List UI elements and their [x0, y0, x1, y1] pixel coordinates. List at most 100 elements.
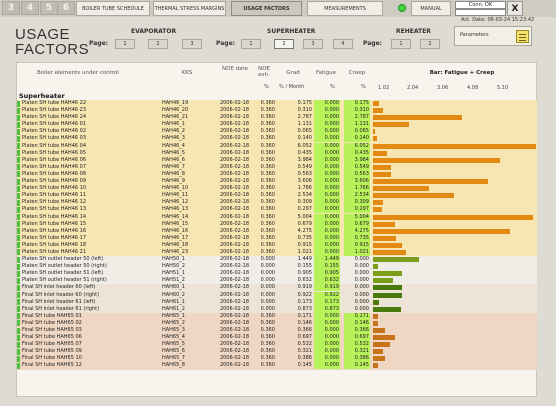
table-row[interactable]: Final SH tube HAH65 03 HAH65_3 2006-02-18 0… — [17, 327, 537, 335]
tab-5[interactable]: 5 — [40, 1, 58, 15]
table-row[interactable]: Platen SH tube HAH46 10 HAH46_10 2006-02-1… — [17, 185, 537, 193]
row-status-marker — [17, 327, 20, 334]
superheater-page-3-button[interactable]: 3 — [303, 39, 323, 49]
creep-value: 0.679 — [344, 220, 370, 228]
tab-4[interactable]: 4 — [21, 1, 39, 15]
table-row[interactable]: Final SH tube HAH65 06 HAH65_4 2006-02-18 0… — [17, 334, 537, 342]
kks-code: HAH46_14 — [162, 213, 189, 220]
table-row[interactable]: Platen SH tube HAH46 01 HAH46_1 2006-02-18… — [17, 121, 537, 129]
fatigue-creep-bar — [373, 186, 430, 192]
table-row[interactable]: Platen SH tube HAH46 22 HAH46_19 2006-02-1… — [17, 100, 537, 108]
table-row[interactable]: Final SH tube HAH65 10 HAH65_7 2006-02-18 0… — [17, 355, 537, 363]
evaporator-page-1-button[interactable]: 1 — [115, 39, 135, 49]
kks-code: HAH46_16 — [162, 227, 189, 234]
creep-value: 5.004 — [344, 213, 370, 221]
element-name: Final SH tube HAH65 09 — [22, 348, 82, 355]
table-row[interactable]: Final SH tube HAH65 07 HAH65_5 2006-02-18 0… — [17, 341, 537, 349]
nde-date: 2006-02-18 — [219, 185, 249, 192]
evaporator-page-3-button[interactable]: 3 — [182, 39, 202, 49]
table-row[interactable]: Platen SH tube HAH46 14 HAH46_14 2006-02-1… — [17, 213, 537, 221]
table-row[interactable]: Final SH tube HAH65 09 HAH65_6 2006-02-18 0… — [17, 348, 537, 356]
table-row[interactable]: Platen SH outlet header 50 (right) HAH50_… — [17, 263, 537, 271]
reheater-page-1-button[interactable]: 1 — [391, 39, 411, 49]
tab-usage-factors[interactable]: USAGE FACTORS — [231, 1, 302, 16]
table-row[interactable]: Final SH tube HAH65 01 HAH65_1 2006-02-18 0… — [17, 312, 537, 320]
tab-manual[interactable]: MANUAL — [411, 1, 451, 16]
top-toolbar: 3 4 5 6 BOILER TUBE SCHEDULE THERMAL STR… — [0, 0, 556, 17]
table-row[interactable]: Platen SH outlet header 51 (right) HAH51_… — [17, 277, 537, 285]
creep-value: 2.534 — [344, 192, 370, 200]
grad-value: 0.171 — [297, 312, 312, 319]
close-button[interactable]: X — [507, 1, 523, 16]
row-status-marker — [17, 334, 20, 341]
table-row[interactable]: Final SH inlet header 61 (left) HAH61_1 20… — [17, 298, 537, 306]
table-row[interactable]: Final SH tube HAH65 02 HAH65_2 2006-02-18 0… — [17, 319, 537, 327]
reheater-page-2-button[interactable]: 2 — [420, 39, 440, 49]
nde-date: 2006-02-18 — [219, 163, 249, 170]
table-row[interactable]: Final SH inlet header 60 (right) HAH60_2 2… — [17, 291, 537, 299]
table-row[interactable]: Platen SH tube HAH46 07 HAH46_7 2006-02-18… — [17, 163, 537, 171]
parameters-button[interactable]: Parameters — [454, 26, 532, 46]
fatigue-creep-bar — [373, 101, 379, 106]
fatigue-value: 0.000 — [314, 121, 340, 129]
nde-date: 2006-02-18 — [219, 128, 249, 135]
parameters-icon — [516, 30, 529, 43]
table-row[interactable]: Platen SH tube HAH46 18 HAH46_18 2006-02-1… — [17, 241, 537, 249]
table-row[interactable]: Platen SH tube HAH46 16 HAH46_16 2006-02-1… — [17, 227, 537, 235]
tab-6[interactable]: 6 — [57, 1, 75, 15]
table-row[interactable]: Platen SH tube HAH46 04 HAH46_4 2006-02-18… — [17, 142, 537, 150]
element-name: Platen SH outlet header 50 (left) — [22, 256, 104, 263]
grad-value: 0.873 — [297, 305, 312, 312]
kks-code: HAH46_19 — [162, 100, 189, 106]
fatigue-value: 0.173 — [314, 298, 340, 306]
table-row[interactable]: Platen SH tube HAH46 17 HAH46_17 2006-02-1… — [17, 234, 537, 242]
table-row[interactable]: Platen SH tube HAH46 15 HAH46_15 2006-02-1… — [17, 220, 537, 228]
table-row[interactable]: Final SH tube HAH65 12 HAH65_8 2006-02-18 0… — [17, 362, 537, 370]
element-name: Platen SH tube HAH46 05 — [22, 149, 87, 156]
table-row[interactable]: Platen SH tube HAH46 21 HAH46_23 2006-02-1… — [17, 248, 537, 257]
row-status-marker — [17, 128, 20, 135]
table-row[interactable]: Platen SH tube HAH46 03 HAH46_3 2006-02-18… — [17, 135, 537, 143]
table-row[interactable]: Platen SH tube HAH46 09 HAH46_9 2006-02-18… — [17, 178, 537, 186]
grad-value: 0.145 — [297, 362, 312, 369]
superheater-page-4-button[interactable]: 4 — [333, 39, 353, 49]
creep-value: 1.131 — [344, 121, 370, 129]
table-row[interactable]: Platen SH tube HAH46 05 HAH46_5 2006-02-18… — [17, 149, 537, 157]
tab-measurements[interactable]: MEASUREMENTS — [307, 1, 383, 16]
table-row[interactable]: Platen SH outlet header 50 (left) HAH50_1… — [17, 256, 537, 264]
creep-value: 2.787 — [344, 114, 370, 122]
fatigue-creep-bar — [373, 278, 394, 284]
row-status-marker — [17, 270, 20, 277]
kks-code: HAH65_2 — [162, 319, 185, 326]
tab-thermal-stress-margins[interactable]: THERMAL STRESS MARGINS — [153, 1, 226, 16]
table-row[interactable]: Platen SH tube HAH46 02 HAH46_2 2006-02-18… — [17, 128, 537, 136]
table-row[interactable]: Platen SH tube HAH46 08 HAH46_8 2006-02-18… — [17, 170, 537, 179]
table-row[interactable]: Platen SH tube HAH46 24 HAH46_21 2006-02-1… — [17, 114, 537, 122]
kks-code: HAH51_2 — [162, 277, 185, 284]
evaporator-page-2-button[interactable]: 2 — [148, 39, 168, 49]
table-row[interactable]: Platen SH tube HAH46 11 HAH46_11 2006-02-1… — [17, 192, 537, 200]
table-row[interactable]: Platen SH tube HAH46 12 HAH46_12 2006-02-1… — [17, 199, 537, 207]
table-row[interactable]: Platen SH tube HAH46 23 HAH46_20 2006-02-1… — [17, 107, 537, 115]
creep-value: 0.563 — [344, 170, 370, 178]
table-row[interactable]: Platen SH tube HAH46 13 HAH46_13 2006-02-1… — [17, 206, 537, 214]
nde-date: 2006-02-18 — [219, 362, 249, 369]
fatigue-creep-bar — [373, 157, 501, 163]
fatigue-creep-bar — [373, 115, 463, 121]
tab-3[interactable]: 3 — [2, 1, 20, 15]
nde-date: 2006-02-18 — [219, 114, 249, 121]
table-row[interactable]: Platen SH outlet header 51 (left) HAH51_1… — [17, 270, 537, 278]
nde-date: 2006-02-18 — [219, 199, 249, 206]
table-row[interactable]: Final SH inlet header 60 (left) HAH60_1 20… — [17, 284, 537, 292]
kks-code: HAH61_2 — [162, 305, 185, 312]
superheater-page-1-button[interactable]: 1 — [241, 39, 261, 49]
fatigue-value: 0.000 — [314, 220, 340, 228]
table-row[interactable]: Final SH inlet header 61 (right) HAH61_2 2… — [17, 305, 537, 313]
nde-date: 2006-02-18 — [219, 277, 249, 284]
nde-exh: 0.360 — [260, 135, 275, 142]
actual-date: Act. Date: 06-03-24 15:23:42 — [461, 17, 535, 23]
tab-boiler-tube-schedule[interactable]: BOILER TUBE SCHEDULE — [76, 1, 150, 16]
element-name: Final SH tube HAH65 03 — [22, 327, 82, 333]
table-row[interactable]: Platen SH tube HAH46 06 HAH46_6 2006-02-18… — [17, 156, 537, 164]
superheater-page-2-button[interactable]: 2 — [274, 39, 294, 49]
